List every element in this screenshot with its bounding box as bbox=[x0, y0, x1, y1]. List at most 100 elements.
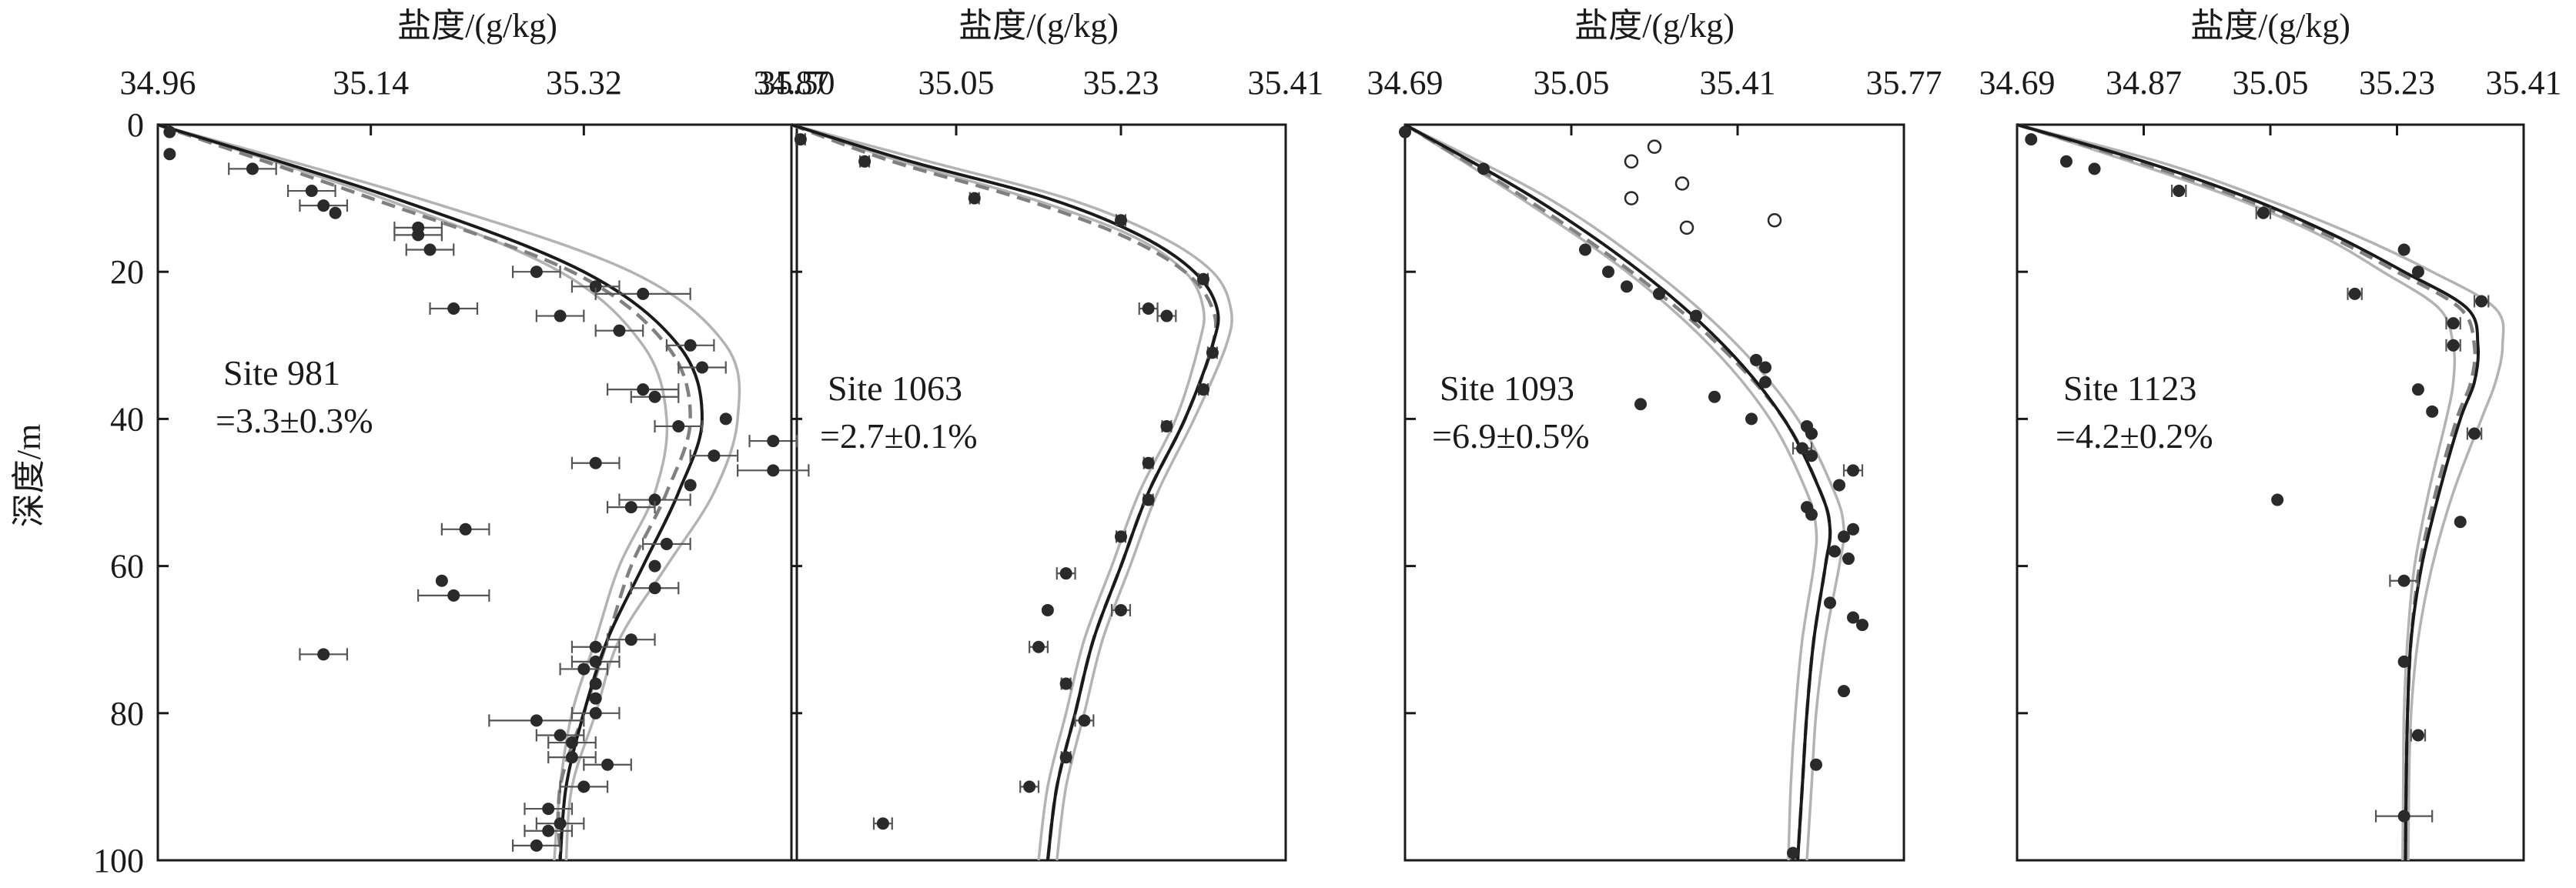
fit-envelope-upper bbox=[157, 123, 741, 861]
data-point bbox=[1805, 427, 1818, 440]
data-point bbox=[412, 229, 425, 242]
data-point bbox=[554, 729, 567, 742]
data-point bbox=[589, 655, 602, 668]
data-point bbox=[624, 501, 637, 514]
data-point-open bbox=[1679, 220, 1694, 235]
x-tick-label: 34.69 bbox=[1367, 64, 1444, 102]
data-point bbox=[163, 148, 176, 161]
data-point bbox=[672, 419, 685, 432]
data-point bbox=[1621, 280, 1633, 293]
data-point bbox=[858, 155, 871, 168]
data-point bbox=[2475, 295, 2488, 308]
y-tick-label: 0 bbox=[127, 106, 144, 144]
data-point bbox=[577, 780, 590, 793]
data-point bbox=[1708, 390, 1721, 403]
data-point bbox=[1810, 758, 1822, 771]
data-point bbox=[163, 125, 176, 139]
data-point bbox=[1750, 353, 1762, 366]
data-point bbox=[648, 559, 661, 573]
data-point bbox=[1059, 677, 1072, 690]
data-point bbox=[530, 714, 543, 727]
data-point bbox=[794, 133, 807, 146]
data-point bbox=[2411, 729, 2424, 742]
fit-envelope-upper bbox=[2016, 123, 2505, 861]
plot-frame bbox=[156, 123, 798, 862]
data-point bbox=[1602, 265, 1614, 279]
data-point bbox=[1847, 522, 1859, 536]
data-point bbox=[577, 663, 590, 676]
fit-envelope-lower bbox=[1404, 123, 1818, 861]
data-point bbox=[1059, 751, 1072, 764]
x-tick-label: 34.87 bbox=[2106, 64, 2182, 102]
plot-frame bbox=[2016, 123, 2525, 862]
data-point bbox=[554, 817, 567, 830]
data-point bbox=[637, 383, 650, 396]
data-point-open bbox=[1624, 154, 1639, 169]
data-point bbox=[767, 464, 780, 477]
data-point bbox=[554, 309, 567, 322]
data-point bbox=[1160, 309, 1173, 322]
data-point bbox=[565, 736, 578, 749]
site-name-label: Site 981 bbox=[223, 353, 340, 392]
data-point bbox=[589, 677, 602, 690]
x-tick-label: 35.50 bbox=[759, 64, 835, 102]
x-tick-label: 35.41 bbox=[1700, 64, 1776, 102]
plot-frame bbox=[1403, 123, 1905, 862]
data-point bbox=[613, 324, 626, 337]
site-name-label: Site 1093 bbox=[1440, 369, 1574, 408]
y-tick-label: 80 bbox=[110, 695, 144, 733]
data-point bbox=[1206, 346, 1219, 359]
x-tick-label: 34.96 bbox=[120, 64, 196, 102]
x-tick-label: 34.87 bbox=[754, 64, 830, 102]
chart-panel-3: 盐度/(g/kg) 34.69 35.05 35.41 35.77 Site 1093 =6… bbox=[1367, 7, 1942, 862]
data-point bbox=[2454, 516, 2467, 529]
fit-main-curve bbox=[2016, 123, 2481, 861]
data-point bbox=[684, 479, 697, 492]
data-point bbox=[1805, 449, 1818, 462]
data-point bbox=[1847, 611, 1859, 624]
data-point bbox=[565, 751, 578, 764]
chart-panel-2: 盐度/(g/kg) 34.87 35.05 35.23 35.41 Site 1063 =2… bbox=[754, 7, 1324, 862]
plot-frame bbox=[790, 123, 1287, 862]
fit-envelope-lower bbox=[2016, 123, 2457, 861]
data-point bbox=[2257, 206, 2270, 219]
data-point bbox=[1142, 493, 1155, 506]
fit-envelope-upper bbox=[791, 123, 1233, 861]
data-point bbox=[317, 648, 330, 661]
data-point bbox=[1579, 243, 1591, 256]
data-point bbox=[459, 522, 472, 536]
data-point bbox=[1477, 162, 1490, 175]
data-point bbox=[1856, 619, 1868, 632]
data-point bbox=[1059, 567, 1072, 580]
data-point bbox=[2348, 287, 2361, 300]
data-point bbox=[1197, 272, 1209, 285]
data-point bbox=[246, 162, 259, 175]
data-point bbox=[435, 574, 448, 587]
x-axis-title: 盐度/(g/kg) bbox=[958, 7, 1119, 45]
site-name-label: Site 1063 bbox=[828, 369, 962, 408]
fit-envelope-upper bbox=[1404, 123, 1845, 861]
data-point bbox=[1745, 412, 1758, 426]
data-point bbox=[767, 435, 780, 448]
data-point bbox=[1032, 640, 1045, 653]
data-point bbox=[601, 758, 614, 771]
fit-dashed-curve bbox=[791, 122, 1218, 861]
data-point bbox=[1796, 442, 1808, 455]
data-point bbox=[447, 589, 460, 602]
y-tick-label: 60 bbox=[110, 548, 144, 586]
data-point bbox=[2411, 265, 2424, 279]
data-point bbox=[2271, 493, 2284, 506]
data-point bbox=[648, 582, 661, 595]
data-point bbox=[2447, 339, 2460, 352]
y-tick-label: 100 bbox=[93, 842, 144, 880]
data-point bbox=[317, 199, 330, 212]
data-point bbox=[530, 265, 543, 279]
data-point bbox=[696, 361, 709, 374]
data-point bbox=[1197, 383, 1209, 396]
fit-dashed-curve bbox=[1403, 123, 1832, 861]
data-point bbox=[2426, 405, 2439, 418]
fit-main-curve bbox=[791, 123, 1220, 861]
data-point bbox=[2397, 655, 2410, 668]
data-point bbox=[305, 185, 318, 198]
